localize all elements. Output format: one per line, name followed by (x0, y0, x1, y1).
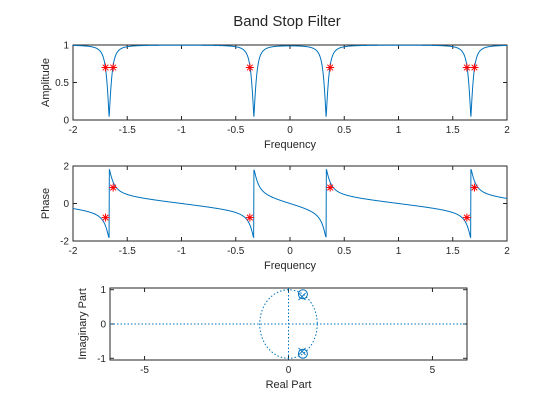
cutoff-marker (462, 63, 471, 72)
cutoff-marker (326, 183, 335, 192)
y-tick-label: 0 (100, 320, 106, 331)
cutoff-marker (245, 63, 254, 72)
x-tick-label: -0.5 (227, 246, 245, 257)
cutoff-marker (470, 63, 479, 72)
y-axis-label: Imaginary Part (77, 288, 89, 360)
y-tick-label: -1 (97, 354, 106, 365)
y-axis-label: Phase (40, 188, 52, 219)
pole-zero-plot: -5 0 5 -1 0 1 Real Part Imaginary Part (77, 285, 468, 391)
x-tick-label: 1.5 (446, 125, 460, 136)
x-tick-label: 1 (396, 246, 402, 257)
x-tick-label: 1 (396, 125, 402, 136)
x-tick-label: -1 (177, 125, 186, 136)
phase-plot: -2 -1.5 -1 -0.5 0 0.5 1 1.5 2 -2 0 2 Frequency Phase (40, 162, 510, 273)
amplitude-curve (72, 44, 508, 117)
x-tick-label: 5 (430, 365, 436, 376)
y-tick-label: 1 (63, 41, 69, 52)
x-tick-label: -2 (69, 125, 78, 136)
x-tick-label: 0 (287, 125, 293, 136)
x-axis-label: Frequency (264, 139, 316, 151)
zero-marker (297, 348, 308, 359)
x-tick-label: -1 (177, 246, 186, 257)
x-tick-label: -5 (140, 365, 149, 376)
y-tick-label: 0 (63, 199, 69, 210)
cutoff-marker (326, 63, 335, 72)
cutoff-marker (470, 183, 479, 192)
x-tick-label: -0.5 (227, 125, 245, 136)
y-tick-label: 0 (63, 116, 69, 127)
x-tick-label: 2 (504, 125, 510, 136)
y-tick-label: -2 (60, 237, 69, 248)
x-tick-label: -2 (69, 246, 78, 257)
cutoff-marker (109, 63, 118, 72)
x-tick-label: 0 (287, 246, 293, 257)
x-tick-label: 2 (504, 246, 510, 257)
y-tick-label: 1 (100, 285, 106, 296)
x-axis-label: Frequency (264, 260, 316, 272)
x-tick-label: 1.5 (446, 246, 460, 257)
pole-marker (298, 347, 306, 356)
y-tick-label: 0.5 (55, 78, 69, 89)
cutoff-marker (101, 63, 110, 72)
y-axis-label: Amplitude (40, 58, 52, 107)
x-axis-label: Real Part (266, 379, 312, 391)
figure-title: Band Stop Filter (233, 13, 341, 30)
cutoff-marker (245, 213, 254, 222)
zero-marker (297, 289, 308, 300)
x-tick-label: -1.5 (119, 246, 137, 257)
x-tick-label: -1.5 (119, 125, 137, 136)
axes-box (72, 44, 508, 121)
x-tick-label: 0.5 (337, 246, 351, 257)
phase-curve (72, 168, 508, 239)
cutoff-marker (109, 183, 118, 192)
x-tick-label: 0.5 (337, 125, 351, 136)
cutoff-marker (101, 213, 110, 222)
cutoff-marker (462, 213, 471, 222)
amplitude-plot: -2 -1.5 -1 -0.5 0 0.5 1 1.5 2 0 0.5 1 Frequency Ampli… (40, 41, 510, 152)
pole-marker (298, 292, 306, 301)
unit-circle (259, 289, 318, 359)
x-tick-label: 0 (286, 365, 292, 376)
y-tick-label: 2 (63, 162, 69, 173)
